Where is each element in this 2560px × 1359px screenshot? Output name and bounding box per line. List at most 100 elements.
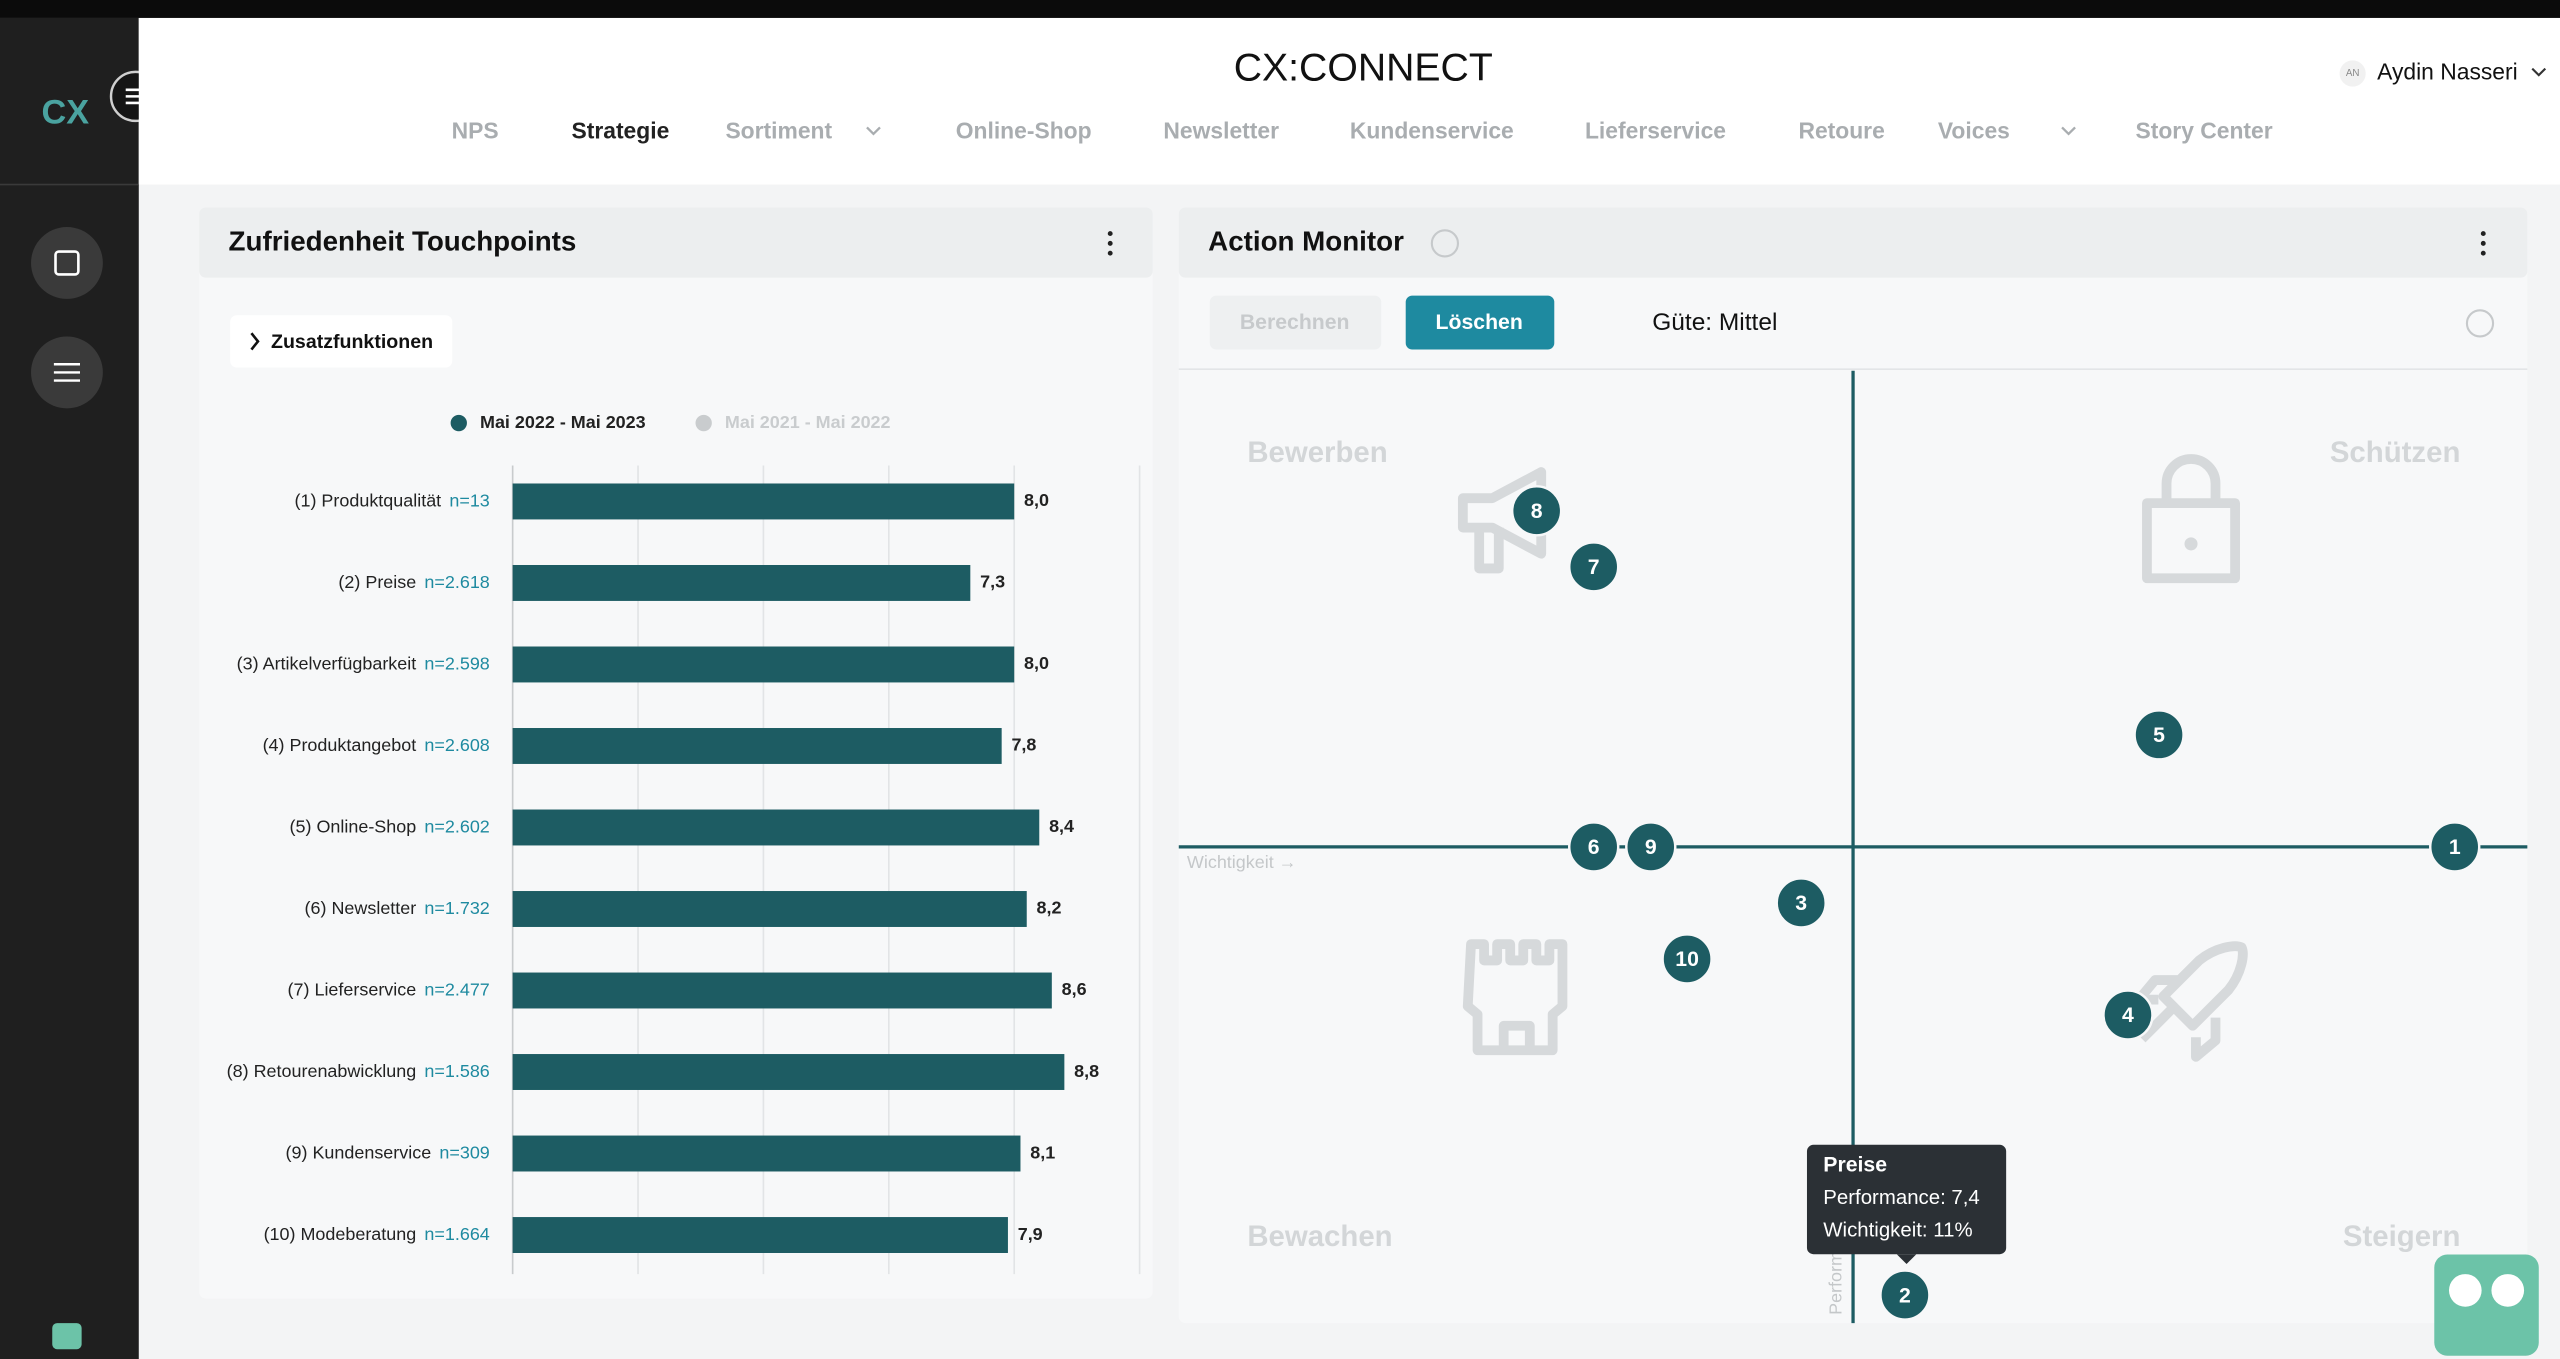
value-label: 8,1: [1030, 1142, 1055, 1162]
calculate-button[interactable]: [1209, 295, 1382, 350]
value-label: 7,9: [1018, 1224, 1043, 1244]
scatter-point[interactable]: [1661, 933, 1713, 985]
extras-button[interactable]: [230, 315, 453, 368]
scatter-point[interactable]: [1510, 485, 1563, 537]
bar: [512, 1054, 1065, 1090]
sample-size: n=2.477: [424, 979, 489, 999]
tooltip-line: Performance: 7,4: [1823, 1187, 1979, 1209]
header: [138, 17, 2560, 185]
scatter-point[interactable]: [2133, 709, 2185, 761]
bar: [512, 728, 1002, 764]
nav-item[interactable]: Voices: [1938, 117, 2010, 143]
avatar: [2339, 60, 2366, 87]
category-label: (1) Produktqualität n=13: [295, 490, 490, 510]
category-label: (4) Produktangebot n=2.608: [263, 735, 490, 755]
extras-chevron: [250, 332, 260, 351]
category-label: (6) Newsletter n=1.732: [305, 898, 490, 918]
scatter-point[interactable]: [1775, 877, 1827, 929]
bar: [512, 891, 1027, 927]
top-bar: [0, 0, 2560, 18]
point-label: 9: [1645, 836, 1657, 859]
scatter-point[interactable]: [2429, 821, 2481, 873]
point-label: 6: [1588, 836, 1600, 859]
quality-label: Güte: Mittel: [1652, 309, 1777, 336]
nav-item[interactable]: Retoure: [1798, 117, 1884, 143]
quadrant-icons: [1457, 454, 2248, 1062]
scatter-point[interactable]: [1879, 1269, 1931, 1321]
point-label: 2: [1899, 1284, 1911, 1307]
point-label: 5: [2153, 724, 2165, 747]
left-panel-header: [199, 207, 1153, 278]
sample-size: n=2.598: [424, 653, 489, 673]
sample-size: n=2.608: [424, 735, 489, 755]
calendar-button[interactable]: [31, 227, 103, 299]
category-name: (10) Modeberatung: [264, 1224, 417, 1244]
point-label: 8: [1531, 500, 1543, 523]
scatter-point[interactable]: [1625, 821, 1677, 873]
nav-item[interactable]: NPS: [452, 117, 499, 143]
tooltip: [1806, 1144, 2007, 1255]
point-label: 10: [1675, 948, 1699, 971]
sample-size: n=2.618: [424, 572, 489, 592]
legend-label[interactable]: Mai 2021 - Mai 2022: [725, 412, 891, 432]
legend-label[interactable]: Mai 2022 - Mai 2023: [480, 412, 646, 432]
category-label: (7) Lieferservice n=2.477: [288, 979, 490, 999]
legend-marker[interactable]: [450, 414, 467, 432]
charts: Mai 2022 - Mai 2023 Mai 2021 - Mai 2022 (1…: [227, 370, 2528, 1324]
lock-dot: [2184, 537, 2198, 551]
owl-icon: [52, 1323, 82, 1350]
delete-button[interactable]: [1405, 295, 1555, 350]
calendar-icon: [54, 250, 80, 276]
quadrant-label: Steigern: [2343, 1220, 2461, 1253]
nav-item[interactable]: Newsletter: [1163, 117, 1279, 143]
nav-item[interactable]: Online-Shop: [956, 117, 1092, 143]
category-name: (4) Produktangebot: [263, 735, 417, 755]
app-title: CX:CONNECT: [1234, 47, 1493, 90]
quadrant-label: Bewerben: [1247, 436, 1387, 469]
scatter-point[interactable]: [2102, 989, 2154, 1041]
sample-size: n=13: [449, 490, 489, 510]
nav-item[interactable]: Story Center: [2135, 117, 2272, 143]
calculate-label: Berechnen: [1240, 311, 1350, 334]
lock-icon: [2142, 454, 2240, 584]
panel-title: Action Monitor: [1208, 226, 1404, 257]
category-label: (3) Artikelverfügbarkeit n=2.598: [237, 653, 490, 673]
panel-title: Zufriedenheit Touchpoints: [229, 226, 577, 257]
nav-item[interactable]: Lieferservice: [1585, 117, 1726, 143]
legend-marker[interactable]: [695, 414, 712, 432]
quadrant-label: Schützen: [2330, 436, 2461, 469]
category-name: (7) Lieferservice: [288, 979, 417, 999]
bar: [512, 483, 1015, 520]
point-label: 4: [2122, 1004, 2134, 1027]
bar: [512, 646, 1015, 683]
point-label: 3: [1795, 892, 1807, 915]
value-label: 8,2: [1037, 898, 1062, 918]
user-initials: AN: [2346, 68, 2360, 79]
category-name: (2) Preise: [338, 572, 416, 592]
nav-item[interactable]: Strategie: [572, 117, 670, 143]
filter-icon: [53, 363, 80, 382]
category-name: (8) Retourenabwicklung: [227, 1061, 417, 1081]
sidebar: [0, 17, 139, 1359]
nav-item[interactable]: Sortiment: [725, 117, 832, 143]
info-icon[interactable]: [2465, 309, 2495, 338]
quadrant-label: Bewachen: [1247, 1220, 1392, 1253]
megaphone-icon: [1457, 467, 1547, 574]
category-name: (3) Artikelverfügbarkeit: [237, 653, 417, 673]
scatter-point[interactable]: [1568, 541, 1620, 593]
x-axis-label: Wichtigkeit →: [1187, 852, 1297, 872]
right-panel-header: [1178, 207, 2528, 278]
owl-eye: [2491, 1274, 2525, 1307]
owl-widget[interactable]: [2434, 1254, 2539, 1356]
user-name[interactable]: Aydin Nasseri: [2377, 59, 2518, 85]
sample-size: n=1.586: [424, 1061, 489, 1081]
category-name: (5) Online-Shop: [290, 816, 417, 836]
value-label: 8,8: [1074, 1061, 1099, 1081]
nav-item[interactable]: Kundenservice: [1350, 117, 1514, 143]
scatter-point[interactable]: [1568, 821, 1620, 873]
logo: CX: [41, 93, 89, 131]
info-icon[interactable]: [1430, 229, 1460, 258]
